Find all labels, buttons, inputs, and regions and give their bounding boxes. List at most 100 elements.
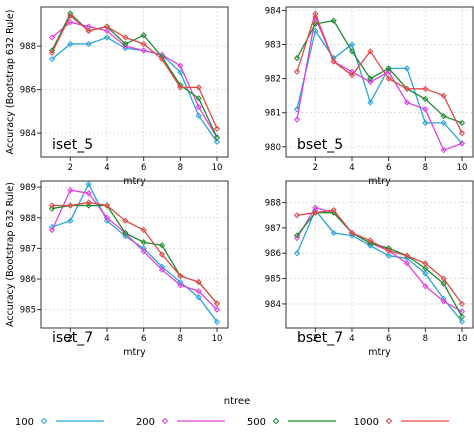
data-point <box>177 272 184 280</box>
x-tick-label: 2 <box>313 334 318 344</box>
data-point <box>348 72 356 79</box>
data-point <box>422 85 429 92</box>
legend-label-200: 200 <box>136 417 155 428</box>
series-line-200 <box>296 206 463 313</box>
data-point <box>403 260 411 267</box>
x-axis-title: mtry <box>123 347 146 358</box>
data-point <box>103 27 111 35</box>
data-point <box>195 278 202 286</box>
data-point <box>385 65 392 72</box>
series-line-500 <box>296 19 463 124</box>
x-tick-label: 10 <box>212 334 223 344</box>
data-point <box>48 49 56 56</box>
panel-label: bset_7 <box>297 330 343 346</box>
data-point <box>122 40 129 48</box>
data-point <box>440 275 447 282</box>
data-point <box>440 280 447 287</box>
data-point <box>122 229 129 237</box>
legend: ntree 100 200 500 1000 <box>15 396 449 428</box>
data-point <box>330 229 337 237</box>
data-point <box>140 47 147 54</box>
x-tick-label: 8 <box>423 334 428 344</box>
panel-label: iset_5 <box>52 137 93 153</box>
data-point <box>195 288 202 295</box>
x-tick-label: 6 <box>386 334 391 344</box>
x-tick-label: 2 <box>313 163 318 173</box>
data-point <box>67 217 74 224</box>
data-point <box>458 318 466 325</box>
series-line-1000 <box>296 11 463 134</box>
data-point <box>48 205 56 212</box>
plot-frame <box>285 180 474 329</box>
data-point <box>103 34 111 41</box>
data-point <box>348 41 356 48</box>
data-point <box>367 242 374 249</box>
data-point <box>177 62 184 69</box>
x-tick-label: 6 <box>386 163 391 173</box>
y-tick-label: 981 <box>265 109 281 119</box>
data-point <box>48 226 56 234</box>
data-point <box>312 209 319 216</box>
y-tick-label: 983 <box>265 41 281 51</box>
data-point <box>422 260 429 267</box>
data-point <box>195 112 202 119</box>
data-point <box>403 252 411 259</box>
legend-label-1000: 1000 <box>354 417 379 428</box>
data-point <box>348 232 356 239</box>
data-point <box>103 23 111 30</box>
data-point <box>85 202 92 209</box>
data-point <box>67 40 74 48</box>
series-line-200 <box>296 14 463 152</box>
data-point <box>122 34 129 41</box>
y-tick-label: 985 <box>265 275 281 285</box>
data-point <box>85 180 92 188</box>
legend-marker-200 <box>161 417 169 425</box>
data-point <box>213 300 221 307</box>
data-point <box>330 17 337 24</box>
data-point <box>85 199 92 206</box>
data-point <box>312 10 319 17</box>
data-point <box>140 32 147 39</box>
data-point <box>458 313 466 320</box>
plot-frame <box>40 6 229 158</box>
x-tick-label: 4 <box>104 163 109 173</box>
data-point <box>195 95 202 102</box>
y-axis-title: Accuracy (Bootstrap 632 Rule) <box>5 182 16 327</box>
data-point <box>85 27 92 35</box>
data-point <box>158 56 166 63</box>
data-point <box>422 95 429 103</box>
data-point <box>440 92 447 99</box>
data-point <box>312 20 319 28</box>
x-tick-label: 2 <box>68 163 73 173</box>
y-tick-label: 988 <box>20 214 36 224</box>
panel-label: iset_7 <box>52 330 93 346</box>
y-tick-label: 986 <box>265 249 281 259</box>
data-point <box>48 202 56 209</box>
series-line-500 <box>51 12 218 138</box>
data-point <box>385 75 392 82</box>
data-point <box>440 119 447 127</box>
series-line-100 <box>296 208 463 323</box>
data-point <box>140 239 147 246</box>
series-line-100 <box>296 29 463 144</box>
data-point <box>293 55 301 62</box>
x-tick-label: 10 <box>457 334 468 344</box>
x-tick-label: 8 <box>423 163 428 173</box>
data-point <box>158 242 166 249</box>
data-point <box>458 119 466 127</box>
x-tick-label: 8 <box>178 163 183 173</box>
data-point <box>403 99 411 106</box>
data-point <box>103 214 111 221</box>
x-tick-label: 2 <box>68 334 73 344</box>
x-tick-label: 4 <box>104 334 109 344</box>
y-tick-label: 982 <box>265 75 281 85</box>
data-point <box>422 106 429 113</box>
data-point <box>67 187 74 194</box>
series-line-1000 <box>296 209 463 305</box>
x-tick-label: 10 <box>457 163 468 173</box>
data-point <box>422 270 429 277</box>
series-line-1000 <box>51 14 218 130</box>
